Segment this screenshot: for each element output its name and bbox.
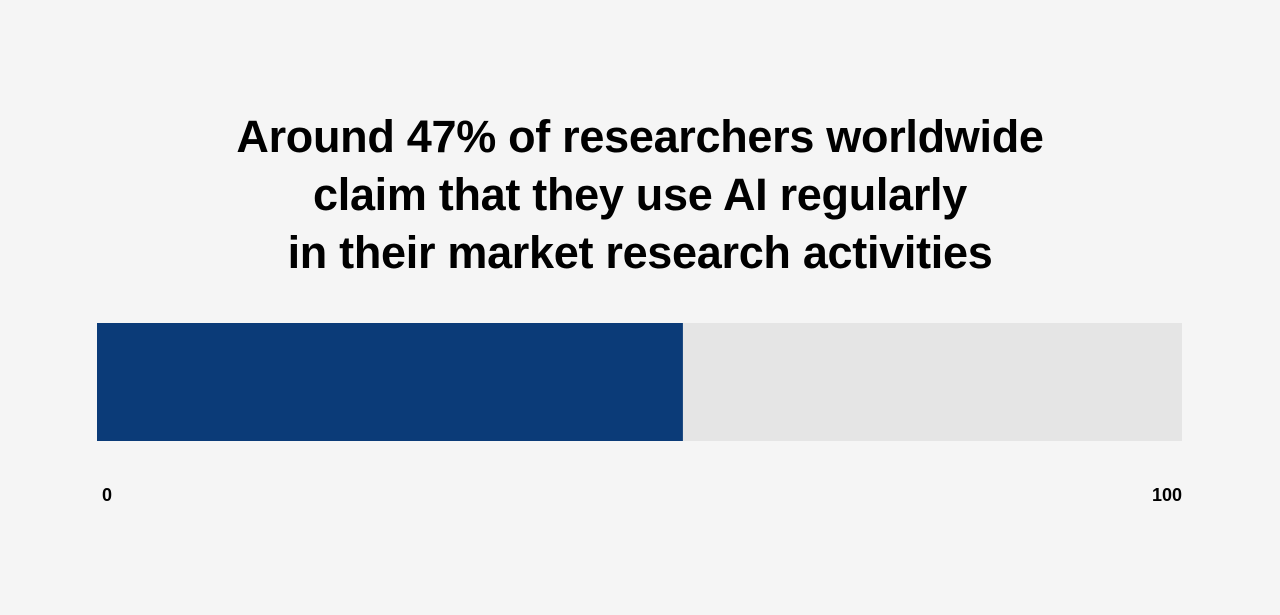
tick-label-max: 100 bbox=[1152, 485, 1182, 505]
tick-label-min: 0 bbox=[102, 485, 112, 505]
bar-fill bbox=[97, 323, 683, 441]
title-line-1: Around 47% of researchers worldwide bbox=[236, 111, 1044, 162]
chart-title: Around 47% of researchers worldwide clai… bbox=[0, 108, 1280, 282]
title-line-2: claim that they use AI regularly bbox=[313, 169, 967, 220]
title-line-3: in their market research activities bbox=[287, 227, 993, 278]
